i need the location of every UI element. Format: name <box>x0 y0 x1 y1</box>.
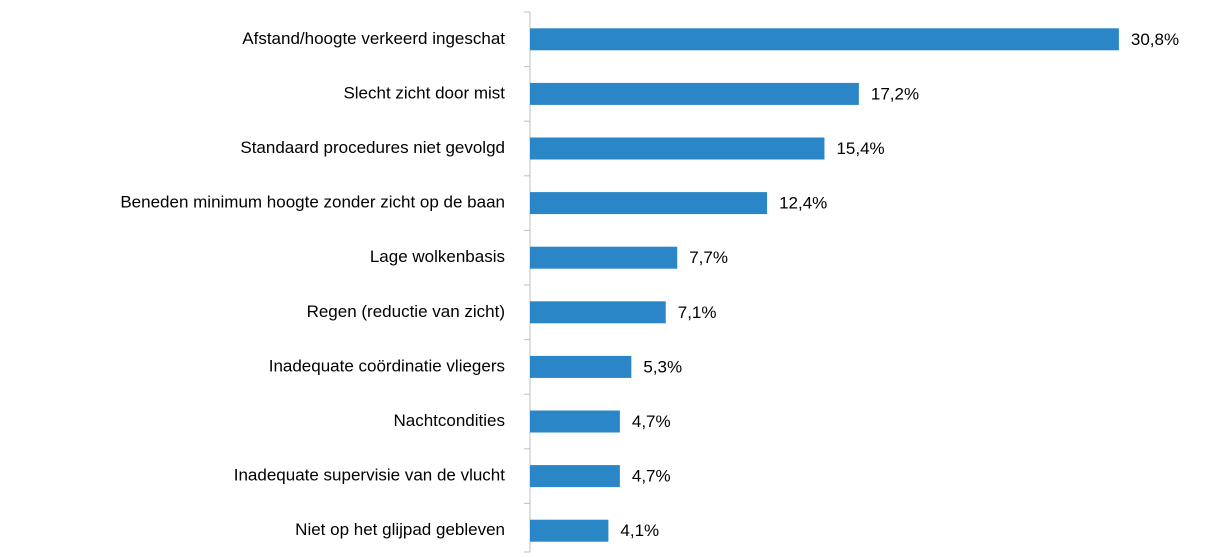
value-label: 5,3% <box>643 357 682 376</box>
bar <box>530 301 666 324</box>
category-label: Nachtcondities <box>393 411 505 430</box>
bar <box>530 137 825 160</box>
value-label: 7,1% <box>678 303 717 322</box>
bar <box>530 192 768 215</box>
value-label: 12,4% <box>779 194 827 213</box>
bar <box>530 246 678 269</box>
bar <box>530 82 859 105</box>
value-label: 4,1% <box>620 521 659 540</box>
value-label: 30,8% <box>1131 30 1179 49</box>
value-label: 4,7% <box>632 412 671 431</box>
category-label: Standaard procedures niet gevolgd <box>240 138 505 157</box>
value-label: 4,7% <box>632 467 671 486</box>
category-label: Afstand/hoogte verkeerd ingeschat <box>242 29 505 48</box>
value-label: 15,4% <box>836 139 884 158</box>
category-label: Inadequate supervisie van de vlucht <box>234 466 506 485</box>
bar <box>530 519 609 542</box>
bar <box>530 410 620 433</box>
value-label: 7,7% <box>689 248 728 267</box>
category-label: Niet op het glijpad gebleven <box>295 520 505 539</box>
category-label: Beneden minimum hoogte zonder zicht op d… <box>120 193 505 212</box>
value-label: 17,2% <box>871 84 919 103</box>
category-label: Lage wolkenbasis <box>370 247 505 266</box>
bar <box>530 465 620 488</box>
category-label: Regen (reductie van zicht) <box>307 302 505 321</box>
category-label: Inadequate coördinatie vliegers <box>269 356 505 375</box>
bar <box>530 355 632 378</box>
bar <box>530 28 1119 51</box>
category-label: Slecht zicht door mist <box>343 83 505 102</box>
